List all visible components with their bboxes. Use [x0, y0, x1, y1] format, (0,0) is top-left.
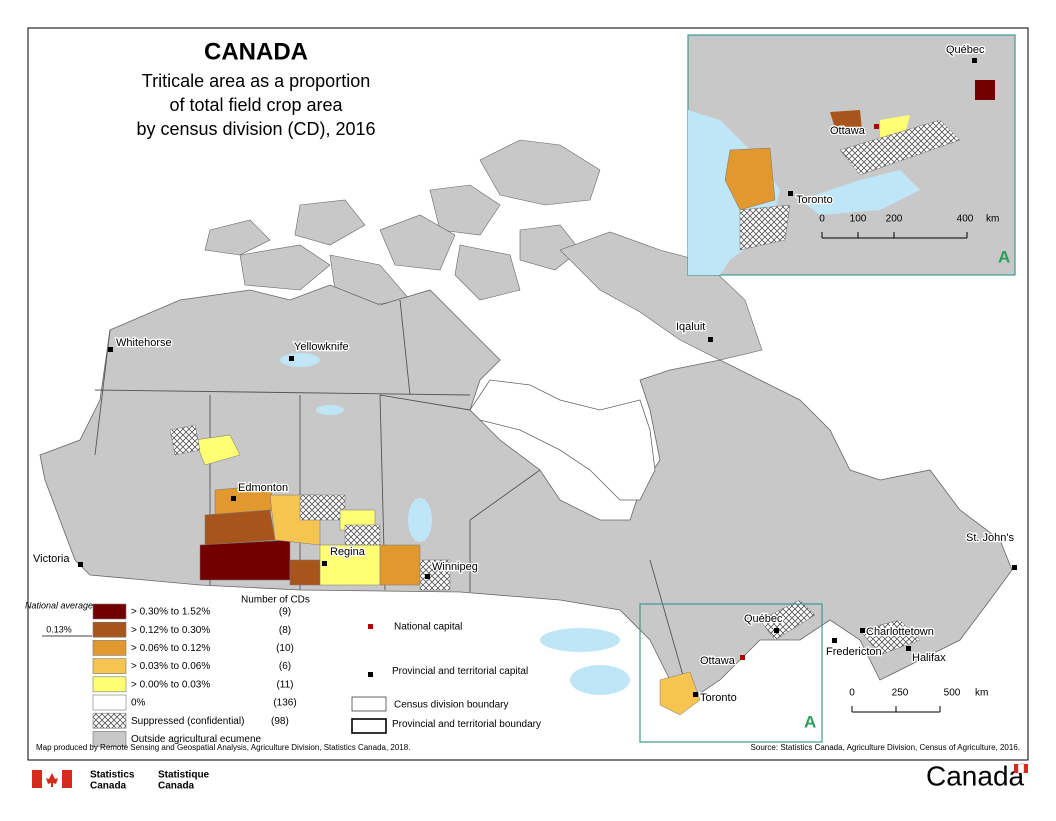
city-label: Iqaluit: [676, 321, 705, 333]
symbol-label: Census division boundary: [394, 700, 509, 711]
city-label: Ottawa: [830, 125, 866, 137]
city-label: Edmonton: [238, 482, 288, 494]
inset-scale-bar: [821, 232, 968, 239]
arctic-islands: [204, 139, 763, 361]
legend-label: > 0.00% to 0.03%: [131, 679, 210, 690]
legend-count: (10): [276, 643, 294, 654]
map-title: CANADA: [204, 38, 308, 65]
statcan-logo: Statistics Canada Statistique Canada: [32, 770, 210, 792]
map-subtitle: of total field crop area: [169, 95, 343, 115]
city-label: Winnipeg: [432, 561, 478, 573]
legend-label: > 0.30% to 1.52%: [131, 607, 210, 618]
scale-tick: 500: [944, 688, 961, 699]
scale-tick: 0: [819, 214, 825, 225]
scale-tick: 250: [892, 688, 909, 699]
hudson-bay: [469, 379, 656, 501]
scale-unit: km: [986, 214, 999, 225]
lakes: [280, 353, 630, 695]
symbol-label: National capital: [394, 622, 462, 633]
symbol-legend: National capital Provincial and territor…: [351, 622, 541, 734]
city-label: St. John's: [966, 532, 1014, 544]
legend-swatch: [92, 603, 127, 620]
inset-label: A: [804, 712, 816, 731]
inset-label: A: [998, 247, 1010, 266]
city-label: Toronto: [700, 692, 737, 704]
legend-count: (8): [279, 625, 291, 636]
legend-swatch: [92, 694, 127, 711]
map-subtitle: Triticale area as a proportion: [142, 71, 370, 91]
legend-swatch: [92, 658, 127, 674]
city-label: Whitehorse: [116, 337, 172, 349]
wordmark: Canada: [926, 760, 1025, 791]
symbol-label-box: Provincial and territorial boundary: [392, 719, 541, 730]
city-label: Yellowknife: [294, 341, 349, 353]
legend-swatch: [92, 621, 127, 638]
legend-count: (9): [279, 607, 291, 618]
logo-text: Statistics: [90, 770, 135, 781]
count-header: Number of CDs: [241, 595, 310, 606]
inset-highlight: [659, 671, 701, 716]
legend-label: Suppressed (confidential): [131, 716, 244, 727]
legend-count: (136): [273, 698, 296, 709]
scale-tick: 100: [850, 214, 867, 225]
national-average-label: National average: [25, 600, 93, 610]
canada-wordmark: Canada: [926, 760, 1028, 791]
map-subtitle: by census division (CD), 2016: [136, 119, 375, 139]
legend-label: 0%: [131, 698, 146, 709]
city-label: Regina: [330, 546, 366, 558]
legend-count: (98): [271, 716, 289, 727]
legend-label: > 0.12% to 0.30%: [131, 625, 210, 636]
credit: Map produced by Remote Sensing and Geosp…: [36, 743, 410, 752]
symbol-label: Provincial and territorial boundary: [392, 719, 541, 730]
legend-count: (6): [279, 661, 291, 672]
city-label: Charlottetown: [866, 626, 934, 638]
credit: Source: Statistics Canada, Agriculture D…: [751, 743, 1020, 752]
logo-text: Canada: [158, 781, 195, 792]
city-label: Victoria: [33, 553, 70, 565]
legend-swatch: [92, 731, 127, 747]
mainland: [39, 284, 1013, 701]
symbol-label: Provincial and territorial capital: [392, 666, 529, 677]
scale-tick: 0: [849, 688, 855, 699]
legend-label: > 0.03% to 0.06%: [131, 661, 210, 672]
cities: Whitehorse Yellowknife Iqaluit Edmonton …: [32, 320, 1017, 705]
city-label: Halifax: [912, 652, 946, 664]
symbol-label-box: Provincial and territorial capital: [392, 666, 529, 677]
inset-map: A Ottawa Toronto Québec 0 100 200 400 km: [687, 34, 1016, 276]
legend: National average 0.13% Number of CDs > 0…: [25, 595, 330, 747]
legend-count: (11): [276, 679, 293, 690]
legend-swatch: [92, 712, 127, 729]
scale-unit: km: [975, 688, 988, 699]
inset-outline: [639, 603, 823, 743]
scale-tick: 200: [886, 214, 903, 225]
national-average-value: 0.13%: [46, 624, 72, 634]
logo-text: Canada: [90, 781, 127, 792]
scale-bar: [851, 706, 941, 713]
scale-tick: 400: [957, 214, 974, 225]
agricultural-areas: [169, 424, 451, 591]
city-label: Fredericton: [826, 646, 882, 658]
east-agricultural-areas: [759, 599, 921, 656]
city-label: Toronto: [796, 194, 833, 206]
legend-label: > 0.06% to 0.12%: [131, 643, 210, 654]
logo-text: Statistique: [158, 770, 210, 781]
legend-swatch: [92, 676, 127, 693]
city-label: Québec: [946, 44, 985, 56]
city-label: Ottawa: [700, 655, 736, 667]
city-label: Québec: [744, 613, 783, 625]
legend-label: Outside agricultural ecumene: [131, 734, 262, 745]
legend-swatch: [92, 640, 127, 656]
